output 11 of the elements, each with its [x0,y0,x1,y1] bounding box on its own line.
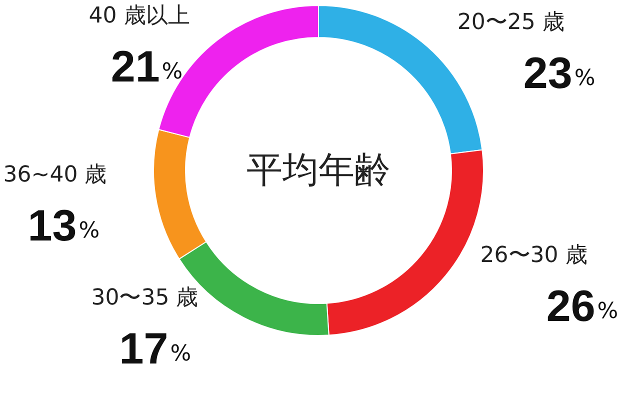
slice-label: 20〜25 歳 [457,10,564,35]
slice-label: 30〜35 歳 [91,286,198,311]
data-label: 26% [546,282,618,332]
slice-label: 40 歳以上 [88,3,190,28]
slice-label: 26〜30 歳 [480,243,588,268]
data-label: 17% [119,324,192,374]
slice-label: 36~40 歳 [3,162,107,188]
data-label: 23% [523,48,596,98]
data-label: 21% [110,42,183,92]
text: 平均年齢 [246,150,390,191]
data-label: 13% [28,201,100,250]
